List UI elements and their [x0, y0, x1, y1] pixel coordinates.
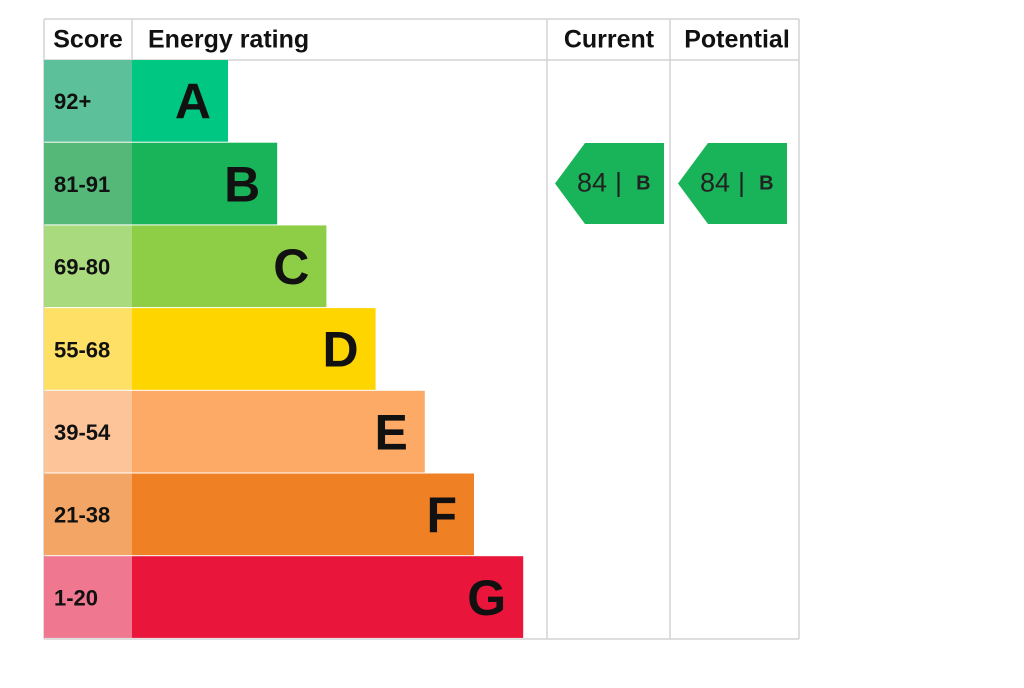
score-cell [44, 556, 132, 638]
potential-label: 84 | B [700, 168, 774, 198]
rating-bar [132, 390, 425, 473]
header-potential: Potential [684, 26, 790, 54]
current-score: 84 [577, 168, 607, 198]
potential-score: 84 [700, 168, 730, 198]
rating-letter: C [273, 239, 309, 295]
potential-arrow [678, 143, 787, 224]
potential-rating: B [759, 173, 773, 195]
current-arrow [555, 143, 664, 224]
rating-bar [132, 60, 228, 142]
rating-letter: G [467, 570, 506, 626]
current-label: 84 | B [577, 168, 651, 198]
current-separator: | [615, 168, 622, 198]
score-range: 1-20 [54, 585, 98, 610]
score-range: 21-38 [54, 503, 110, 528]
rating-bar [132, 142, 278, 225]
score-cell [44, 473, 132, 556]
rating-letter: D [322, 322, 358, 378]
header-score: Score [53, 26, 123, 54]
header-current: Current [564, 26, 655, 54]
score-range: 81-91 [54, 172, 110, 197]
score-cell [44, 225, 132, 308]
score-range: 69-80 [54, 255, 110, 280]
rating-bar [132, 225, 327, 308]
potential-separator: | [738, 168, 745, 198]
current-rating: B [636, 173, 650, 195]
rating-letter: B [224, 156, 260, 212]
score-cell [44, 142, 132, 225]
rating-bar [132, 308, 376, 390]
rating-bar [132, 473, 474, 556]
rating-letter: F [426, 487, 457, 543]
score-cell [44, 60, 132, 142]
header-energy-rating: Energy rating [148, 26, 309, 54]
score-cell [44, 390, 132, 473]
score-range: 92+ [54, 89, 91, 114]
rating-letter: E [374, 404, 407, 460]
score-range: 55-68 [54, 337, 110, 362]
rating-bar [132, 556, 524, 638]
rating-letter: A [175, 74, 211, 130]
score-range: 39-54 [54, 420, 111, 445]
score-cell [44, 308, 132, 390]
